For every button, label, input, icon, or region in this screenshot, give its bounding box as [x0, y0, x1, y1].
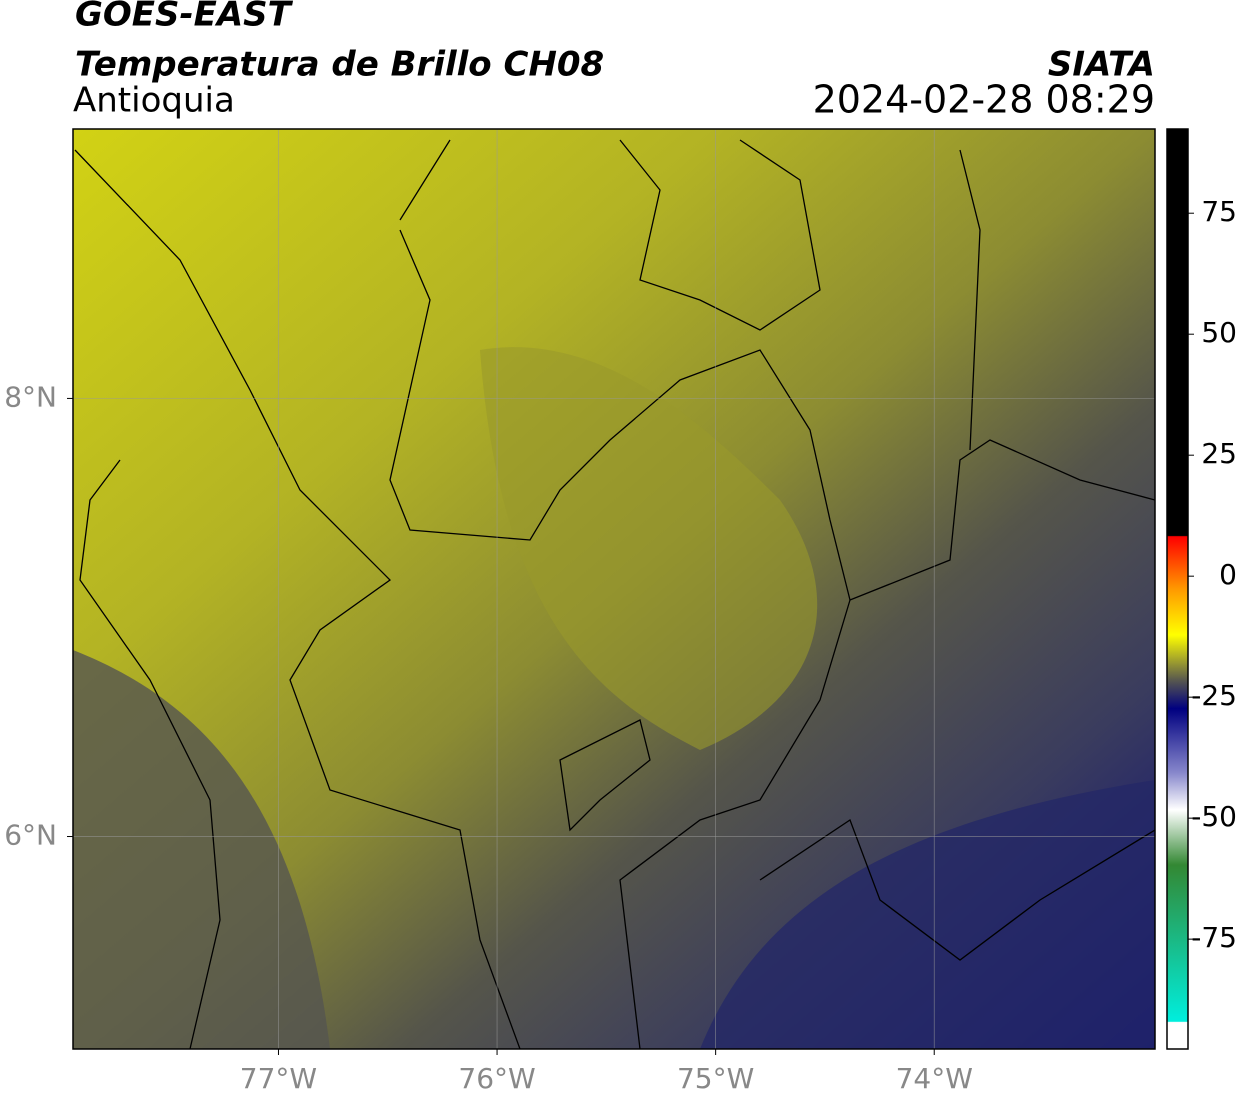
subtitle: Temperatura de Brillo CH08	[75, 45, 604, 85]
boundaries	[74, 139, 1155, 1049]
colorbar-tick-label: 50	[1201, 316, 1237, 349]
x-tick-label: 76°W	[458, 1062, 535, 1095]
grid	[73, 129, 1155, 1049]
source: SIATA	[1048, 45, 1155, 85]
colorbar-tick-label: -50	[1191, 800, 1237, 833]
y-tick-label: 6°N	[4, 819, 57, 852]
map-field	[73, 129, 1155, 1049]
field-region	[480, 347, 818, 750]
colorbar-tick-label: -75	[1191, 921, 1237, 954]
colorbar-tick-label: -25	[1191, 679, 1237, 712]
region: Antioquia	[73, 81, 235, 121]
map-frame	[72, 128, 1156, 1050]
field-region	[700, 780, 1155, 1049]
title: GOES-EAST	[75, 0, 294, 35]
y-tick-label: 8°N	[4, 380, 57, 413]
x-tick-label: 75°W	[677, 1062, 754, 1095]
x-tick-label: 77°W	[240, 1062, 317, 1095]
field-region	[73, 650, 330, 1049]
colorbar-tick-label: 0	[1219, 558, 1237, 591]
colorbar-tick-label: 25	[1201, 437, 1237, 470]
datetime: 2024-02-28 08:29	[813, 78, 1155, 122]
colorbar	[1166, 128, 1189, 1050]
colorbar-tick-label: 75	[1201, 195, 1237, 228]
x-tick-label: 74°W	[896, 1062, 973, 1095]
